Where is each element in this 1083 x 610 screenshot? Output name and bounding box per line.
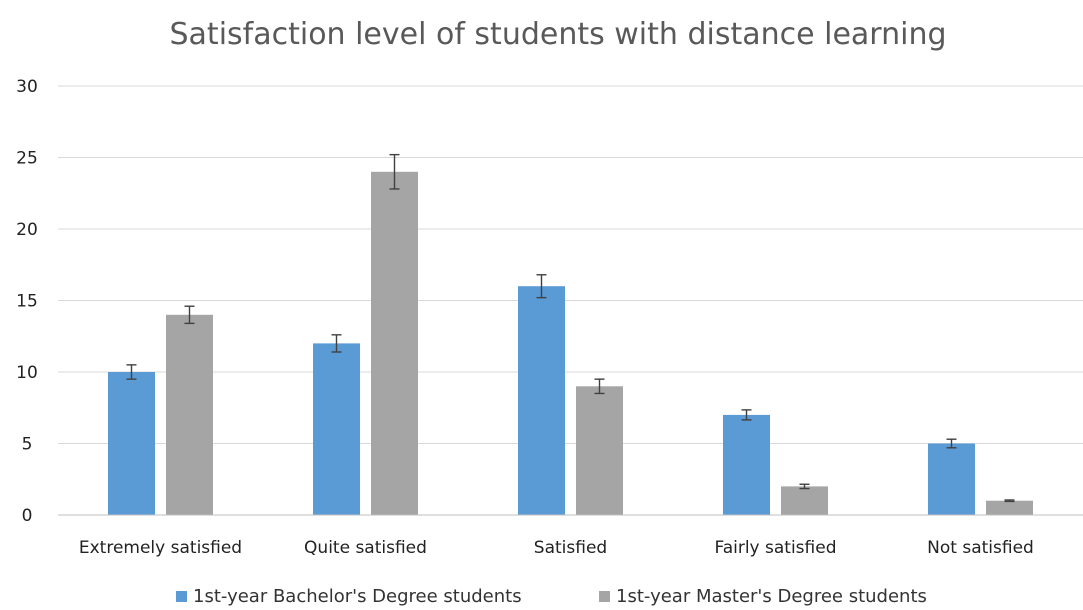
error-bar	[799, 483, 810, 490]
x-tick-label: Extremely satisfied	[79, 538, 242, 558]
gridlines	[58, 85, 1083, 444]
y-tick-label: 20	[16, 220, 38, 240]
x-axis-ticks: Extremely satisfied Quite satisfied Satisf…	[79, 538, 1034, 558]
error-bar	[1004, 499, 1015, 503]
y-tick-label: 25	[16, 149, 38, 169]
x-tick-label: Fairly satisfied	[714, 538, 836, 558]
legend-item: 1st-year Bachelor's Degree students	[176, 586, 522, 607]
error-bar	[389, 153, 400, 190]
y-axis-ticks: 0 5 10 15 20 25 30	[16, 77, 38, 526]
error-bar	[946, 438, 957, 449]
bar	[576, 386, 623, 515]
y-tick-label: 15	[16, 292, 38, 312]
error-bars	[126, 153, 1015, 503]
x-tick-label: Satisfied	[534, 538, 607, 558]
x-tick-label: Not satisfied	[927, 538, 1034, 558]
legend: 1st-year Bachelor's Degree students 1st-y…	[176, 586, 927, 607]
bar	[928, 443, 975, 515]
legend-label: 1st-year Master's Degree students	[616, 586, 927, 607]
legend-item: 1st-year Master's Degree students	[599, 586, 927, 607]
bar	[781, 486, 828, 515]
error-bar	[594, 378, 605, 395]
bar	[518, 286, 565, 515]
x-tick-label: Quite satisfied	[304, 538, 427, 558]
legend-swatch	[599, 591, 610, 602]
bar	[371, 171, 418, 516]
legend-label: 1st-year Bachelor's Degree students	[193, 586, 522, 607]
bar	[108, 372, 155, 515]
bar	[313, 343, 360, 515]
y-tick-label: 10	[16, 363, 38, 383]
error-bar	[741, 409, 752, 421]
bar	[986, 500, 1033, 515]
error-bar	[184, 305, 195, 325]
bars	[108, 171, 1033, 516]
error-bar	[536, 274, 547, 299]
bar	[723, 414, 770, 515]
error-bar	[126, 364, 137, 380]
y-tick-label: 5	[22, 435, 33, 455]
chart-title: Satisfaction level of students with dist…	[170, 17, 947, 52]
y-tick-label: 0	[22, 506, 33, 526]
legend-swatch	[176, 591, 187, 602]
error-bar	[331, 334, 342, 353]
y-tick-label: 30	[16, 77, 38, 97]
bar	[166, 314, 213, 515]
